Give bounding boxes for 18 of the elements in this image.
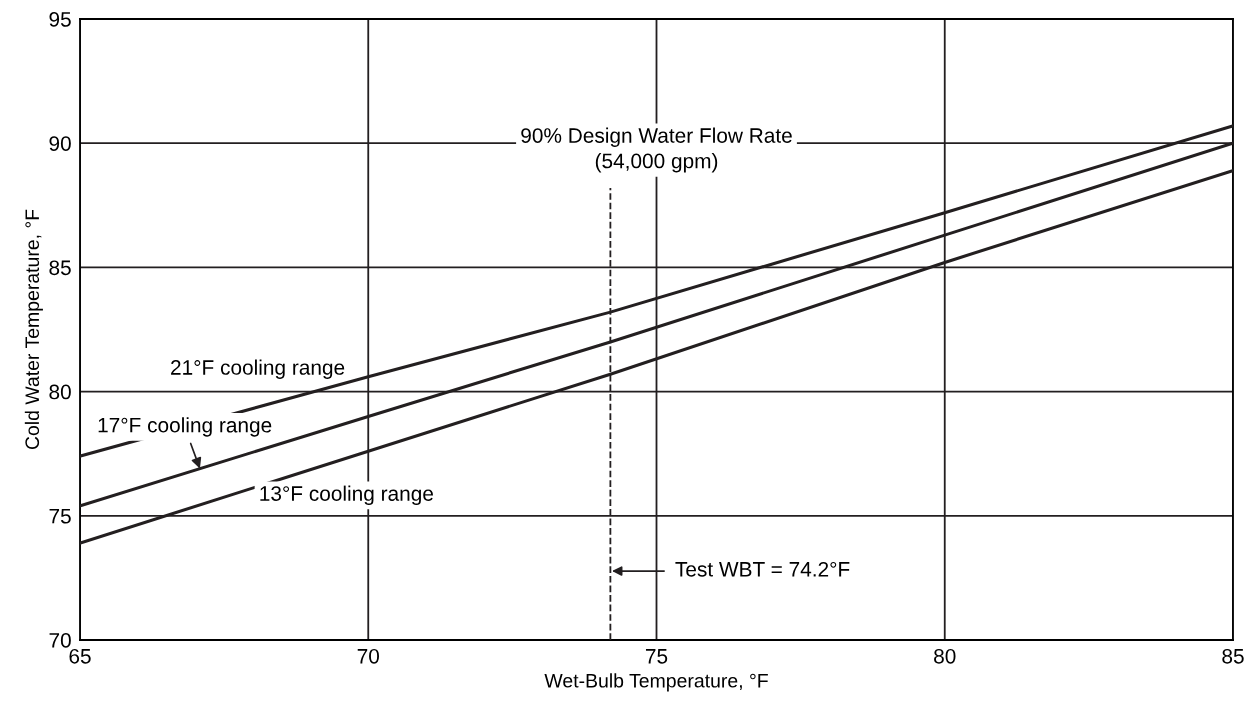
annotation: 17°F cooling range [98, 417, 272, 437]
y-tick-label: 80 [49, 384, 71, 400]
annotation: 13°F cooling range [260, 485, 433, 506]
x-axis-title: Wet-Bulb Temperature, °F [544, 673, 768, 692]
x-tick-label: 75 [645, 649, 668, 664]
y-tick-label: 75 [49, 509, 71, 524]
y-tick-label: 90 [49, 136, 71, 151]
y-tick-label: 70 [49, 633, 71, 648]
annotation: 21°F cooling range [171, 359, 345, 379]
annotation: Test WBT = 74.2°F [675, 561, 850, 577]
x-tick-label: 85 [1222, 648, 1244, 664]
x-tick-label: 70 [357, 648, 380, 664]
x-tick-label: 65 [69, 648, 91, 664]
y-axis-title: Cold Water Temperature, °F [24, 209, 43, 450]
y-tick-label: 85 [49, 260, 71, 276]
y-tick-label: 95 [49, 12, 71, 27]
x-tick-label: 80 [934, 648, 956, 664]
annotation: 90% Design Water Flow Rate (54,000 gpm) [521, 127, 792, 173]
